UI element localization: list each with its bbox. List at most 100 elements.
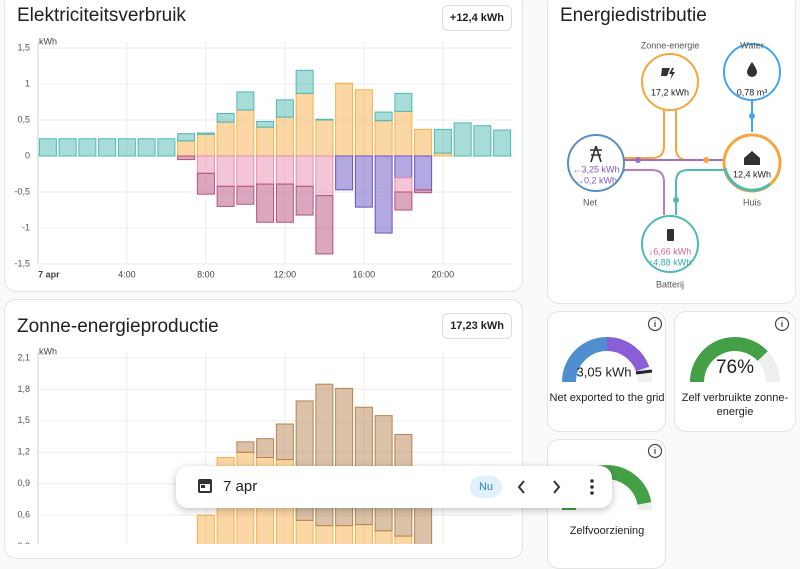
flow-dot xyxy=(703,157,709,163)
bar xyxy=(216,185,235,207)
node-value: 12,4 kWh xyxy=(733,169,771,179)
date-label[interactable]: 7 apr xyxy=(223,478,258,495)
gauge-label: Zelfvoorziening xyxy=(569,525,645,537)
x-tick-label: 20:00 xyxy=(432,269,455,279)
bar xyxy=(394,535,413,544)
gauge-arc xyxy=(562,337,608,383)
grid-icon xyxy=(590,145,602,163)
node-label: Water xyxy=(740,40,764,50)
bar xyxy=(216,155,235,187)
y-tick-label: -1 xyxy=(22,222,30,232)
today-button[interactable] xyxy=(470,476,502,498)
bar xyxy=(374,111,393,122)
bar xyxy=(236,441,255,453)
battery-node[interactable] xyxy=(641,215,699,273)
bar xyxy=(374,120,393,157)
bar xyxy=(374,155,393,234)
bar xyxy=(38,138,57,157)
y-tick-label: 1,8 xyxy=(17,384,30,394)
bar xyxy=(394,191,413,211)
x-tick-label: 12:00 xyxy=(274,269,297,279)
y-tick-label: 2,1 xyxy=(17,352,30,362)
bar xyxy=(315,155,334,197)
y-tick-label: 1,2 xyxy=(17,447,30,457)
bar xyxy=(295,92,314,157)
flow-line xyxy=(624,169,665,215)
bar xyxy=(414,189,433,194)
total-badge[interactable]: 17,23 kWh xyxy=(442,313,512,339)
bar xyxy=(473,125,492,157)
page: Energie {"chart_data": [ {"type": "bar",… xyxy=(4,0,796,569)
bar xyxy=(315,195,334,255)
flow-dot xyxy=(673,197,679,203)
bar xyxy=(414,128,433,157)
y-tick-label: -0,5 xyxy=(14,186,30,196)
node-value: 0,78 m³ xyxy=(737,87,768,97)
x-tick-label: 7 apr xyxy=(38,269,60,279)
grid-node[interactable] xyxy=(567,134,625,192)
bar xyxy=(216,121,235,157)
bar xyxy=(196,132,215,135)
node-value: ↑4,88 kWh xyxy=(649,257,692,267)
menu-button[interactable] xyxy=(590,479,594,495)
calendar-icon[interactable] xyxy=(198,479,212,493)
x-tick-label: 4:00 xyxy=(118,269,136,279)
charts: Zonne-energie 17,2 kWh Water 0,78 m³ ←3,… xyxy=(14,36,790,544)
bar xyxy=(256,438,275,459)
bar xyxy=(354,89,373,157)
gauge-needle xyxy=(635,369,653,375)
bar xyxy=(157,138,176,157)
bar xyxy=(394,177,413,193)
bar xyxy=(196,172,215,195)
bar xyxy=(295,519,314,544)
bar xyxy=(335,525,354,544)
bar xyxy=(236,109,255,157)
bar xyxy=(196,155,215,174)
bar xyxy=(177,140,196,157)
bar xyxy=(315,118,334,121)
card-title: Energiedistributie xyxy=(560,5,707,26)
node-label: Zonne-energie xyxy=(641,40,700,50)
today-label[interactable]: Nu xyxy=(478,481,494,493)
node-label: Huis xyxy=(743,197,762,207)
flow-dot xyxy=(749,113,755,119)
bar xyxy=(374,530,393,544)
card-title: Elektriciteitsverbruik xyxy=(17,5,186,26)
battery-icon xyxy=(667,229,674,241)
card-title: Zonne-energieproductie xyxy=(17,316,219,337)
total-badge[interactable]: +12,4 kWh xyxy=(441,5,512,31)
next-button[interactable] xyxy=(553,480,561,494)
solar-node[interactable] xyxy=(641,53,699,111)
bar xyxy=(58,138,77,157)
y-unit: kWh xyxy=(39,346,57,356)
y-tick-label: -1,5 xyxy=(14,258,30,268)
bar xyxy=(275,116,294,157)
bar xyxy=(216,113,235,123)
bar xyxy=(256,120,275,128)
prev-button[interactable] xyxy=(517,480,525,494)
x-tick-label: 16:00 xyxy=(353,269,376,279)
bar xyxy=(394,110,413,157)
bar xyxy=(295,155,314,187)
bar xyxy=(196,514,215,544)
bar xyxy=(177,133,196,142)
date-toolbar: 7 apr Nu xyxy=(176,466,612,508)
home-ring xyxy=(723,167,771,192)
solar-icon xyxy=(661,68,675,80)
gauge-value: 3,05 kWh xyxy=(577,364,632,379)
bar xyxy=(98,138,117,157)
y-tick-label: 1,5 xyxy=(17,42,30,52)
bar xyxy=(354,155,373,208)
bar xyxy=(236,91,255,111)
y-tick-label: 0,6 xyxy=(17,510,30,520)
bar xyxy=(177,155,196,161)
flow-line xyxy=(675,110,724,161)
water-icon xyxy=(747,62,757,77)
gauge-arc xyxy=(690,337,768,383)
bar xyxy=(275,99,294,118)
bar xyxy=(275,423,294,461)
bar xyxy=(78,138,97,157)
bar xyxy=(493,129,512,157)
y-tick-label: 1,5 xyxy=(17,415,30,425)
info-icons[interactable] xyxy=(647,316,790,459)
